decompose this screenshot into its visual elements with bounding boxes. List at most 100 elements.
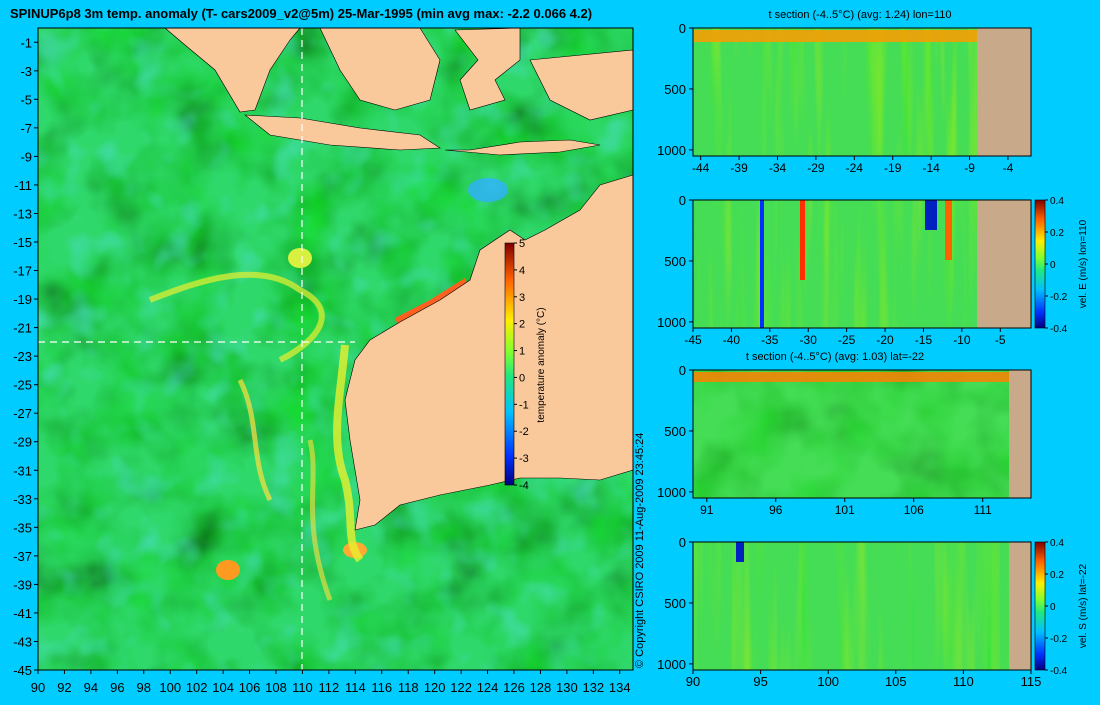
page-title: SPINUP6p8 3m temp. anomaly (T- cars2009_… (10, 6, 592, 21)
y-tick-label: -23 (13, 349, 32, 364)
x-tick-label: 95 (753, 674, 767, 689)
x-tick-label: 112 (319, 680, 340, 695)
x-tick-label: -25 (838, 333, 856, 347)
x-tick-label: 110 (292, 680, 313, 695)
x-tick-label: -4 (1003, 161, 1014, 175)
x-tick-label: -20 (876, 333, 894, 347)
x-tick-label: 128 (530, 680, 552, 695)
y-tick-label: 0 (679, 21, 686, 36)
x-tick-label: -19 (884, 161, 902, 175)
x-tick-label: 106 (239, 680, 261, 695)
map-land-australia (344, 174, 634, 531)
vel-e-colorbar-label: vel. E (m/s) lon=110 (1078, 219, 1089, 308)
x-tick-label: -15 (915, 333, 933, 347)
main-colorbar-ticks: 5 4 3 2 1 0 -1 -2 -3 -4 (514, 238, 529, 492)
x-tick-label: 98 (137, 680, 151, 695)
y-tick-label: -15 (13, 235, 32, 250)
colorbar-tick-label: 0.2 (1050, 570, 1064, 581)
main-colorbar-gradient (504, 242, 515, 486)
x-tick-label: 130 (556, 680, 578, 695)
y-tick-label: -29 (13, 435, 32, 450)
vel-s-colorbar-label: vel. S (m/s) lat=-22 (1078, 563, 1089, 648)
x-tick-label: -14 (922, 161, 940, 175)
x-tick-label: 101 (835, 503, 855, 517)
y-tick-label: 500 (664, 254, 686, 269)
map-land-nusa-tenggara (444, 139, 601, 156)
x-tick-label: 124 (477, 680, 499, 695)
colorbar-tick-label: -1 (519, 399, 529, 411)
vel-s-colorbar-gradient (1034, 541, 1046, 671)
x-tick-label: -9 (964, 161, 975, 175)
vel-s-section-jet (736, 542, 744, 562)
y-tick-label: -3 (20, 64, 32, 79)
colorbar-tick-label: -4 (519, 480, 529, 492)
t-section-lon-panel: t section (-4..5°C) (avg: 1.24) lon=110 … (657, 9, 1032, 175)
vel-s-section-land (1009, 542, 1031, 670)
x-tick-label: 106 (904, 503, 924, 517)
x-tick-label: -10 (953, 333, 971, 347)
y-tick-label: -21 (13, 321, 32, 336)
t-section-lat-surface (693, 372, 1009, 382)
vel-e-section-frame (692, 199, 1032, 329)
vel-s-section-panel: 90 95 100 105 110 115 0 500 1000 0.4 0.2 0 -0.2 -0.… (657, 535, 1089, 689)
y-tick-label: -45 (13, 663, 32, 678)
vel-s-section-streaks (693, 542, 1009, 670)
x-tick-label: -40 (723, 333, 741, 347)
y-tick-label: 0 (679, 363, 686, 378)
x-tick-label: 90 (31, 680, 45, 695)
vel-e-section-jet (945, 200, 952, 260)
map-eddy (288, 248, 312, 268)
y-tick-label: -7 (20, 121, 32, 136)
colorbar-tick-label: -0.2 (1050, 292, 1068, 303)
y-tick-label: -31 (13, 463, 32, 478)
t-section-lat-x-axis: 91 96 101 106 111 (700, 498, 992, 517)
x-tick-label: -34 (769, 161, 787, 175)
map-land-sumatra (164, 27, 301, 113)
map-land-sulawesi (454, 27, 521, 111)
t-section-lat-y-axis: 0 500 1000 (657, 363, 693, 500)
y-tick-label: 500 (664, 424, 686, 439)
vel-e-colorbar-ticks: 0.4 0.2 0 -0.2 -0.4 (1045, 196, 1068, 335)
y-tick-label: -13 (13, 206, 32, 221)
y-tick-label: 1000 (657, 657, 686, 672)
y-tick-label: -17 (13, 264, 32, 279)
y-tick-label: 1000 (657, 485, 686, 500)
x-tick-label: 120 (424, 680, 446, 695)
t-section-lon-surface (693, 30, 977, 42)
map-frame (37, 27, 634, 671)
colorbar-tick-label: 0.2 (1050, 228, 1064, 239)
map-leeuwin-current (333, 344, 364, 563)
x-tick-label: 110 (953, 674, 974, 689)
y-tick-label: -39 (13, 577, 32, 592)
x-tick-label: 104 (212, 680, 234, 695)
x-tick-label: 122 (450, 680, 472, 695)
t-section-lat-panel: t section (-4..5°C) (avg: 1.03) lat=-22 … (657, 351, 1032, 517)
x-tick-label: -29 (807, 161, 825, 175)
y-tick-label: -19 (13, 292, 32, 307)
vel-s-colorbar-ticks: 0.4 0.2 0 -0.2 -0.4 (1045, 538, 1068, 677)
map-filament (148, 271, 325, 363)
t-section-lat-land (1009, 370, 1031, 498)
x-tick-label: 96 (110, 680, 124, 695)
x-tick-label: 116 (371, 680, 392, 695)
vel-s-section-x-axis: 90 95 100 105 110 115 (686, 670, 1041, 689)
x-tick-label: 105 (885, 674, 907, 689)
vel-e-section-jet (760, 200, 764, 328)
y-tick-label: -1 (20, 35, 32, 50)
x-tick-label: -44 (692, 161, 710, 175)
vel-e-colorbar-gradient (1034, 199, 1046, 329)
y-tick-label: 0 (679, 193, 686, 208)
map-filament (237, 378, 273, 502)
x-tick-label: 96 (769, 503, 783, 517)
map-filament (307, 439, 333, 601)
y-tick-label: -25 (13, 378, 32, 393)
x-tick-label: 102 (186, 680, 208, 695)
main-colorbar: 5 4 3 2 1 0 -1 -2 -3 -4 temperature anomaly (°C) (504, 238, 547, 492)
y-tick-label: -41 (13, 606, 32, 621)
y-tick-label: -35 (13, 520, 32, 535)
x-tick-label: 100 (817, 674, 839, 689)
x-tick-label: -24 (846, 161, 864, 175)
colorbar-tick-label: 1 (519, 346, 525, 358)
